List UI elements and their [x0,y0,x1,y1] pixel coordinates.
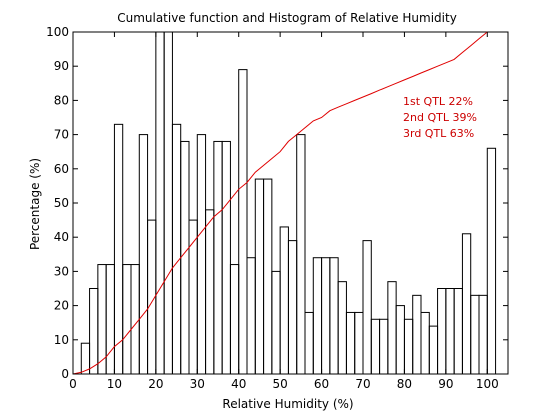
quantile-2-annotation: 2nd QTL 39% [403,111,477,124]
x-tick-label: 100 [476,377,499,391]
histogram-bar [337,281,347,375]
histogram-bar [461,233,472,375]
x-tick-label: 20 [148,377,163,391]
histogram-bar [478,294,488,375]
axis-ticks: 0 10 20 30 40 50 60 70 80 90 100 0 10 20 30 40 50 60 70 80 9… [46,25,508,391]
histogram-bar [362,240,372,375]
histogram-bar [412,294,422,375]
histogram-bar [304,311,314,375]
histogram-bar [122,264,132,375]
y-tick-label: 0 [61,367,69,381]
histogram-bar [138,134,149,375]
y-axis-label: Percentage (%) [28,158,42,250]
y-tick-label: 80 [54,93,69,107]
y-tick-label: 30 [54,264,69,278]
x-tick-label: 40 [231,377,246,391]
histogram-bar [238,69,248,375]
histogram-bar [263,178,273,375]
y-tick-label: 90 [54,59,69,73]
histogram-bar [420,311,430,375]
y-tick-label: 70 [54,128,69,142]
histogram-bar [196,134,207,375]
histogram-bar [486,147,497,375]
histogram-bar [113,123,124,375]
histogram-bar [296,134,306,375]
histogram-bar [271,270,281,375]
histogram-bar [171,123,182,375]
x-tick-label: 10 [107,377,122,391]
histogram-bar [213,140,223,375]
x-tick-label: 30 [190,377,205,391]
x-tick-label: 50 [273,377,288,391]
quantile-1-annotation: 1st QTL 22% [403,95,473,108]
histogram-bar [163,31,173,375]
x-tick-label: 0 [69,377,77,391]
x-tick-label: 80 [397,377,412,391]
histogram-bar [188,219,198,375]
histogram-bar [254,178,265,375]
histogram-bar [89,288,99,375]
histogram-bar [395,305,405,375]
histogram-bar [453,288,463,375]
histogram-bar [321,257,331,375]
histogram-bar [279,226,289,375]
histogram-bar [445,288,455,375]
histogram-bar [387,281,397,375]
y-tick-label: 100 [46,25,69,39]
histogram-bar [470,294,480,375]
x-tick-label: 60 [314,377,329,391]
histogram-bar [155,31,165,375]
histogram-bar [428,325,439,375]
histogram-bar [105,264,115,375]
histogram-bar [345,311,356,375]
histogram-bar [312,257,323,375]
histogram-bar [329,257,339,375]
histogram-bar [205,209,215,375]
y-tick-label: 20 [54,299,69,313]
histogram-bar [180,140,190,375]
histogram-bar [221,140,231,375]
histogram-series [80,31,497,375]
y-tick-label: 50 [54,196,69,210]
x-tick-label: 90 [438,377,453,391]
x-axis-label: Relative Humidity (%) [222,397,353,411]
histogram-bar [130,264,140,375]
y-tick-label: 60 [54,162,69,176]
y-tick-label: 40 [54,230,69,244]
histogram-bar [370,318,381,375]
quantile-3-annotation: 3rd QTL 63% [403,127,474,140]
histogram-bar [354,311,364,375]
histogram-bar [379,318,389,375]
histogram-bar [437,288,447,375]
histogram-bar [287,240,298,375]
cdf-line [72,31,488,375]
plot-area [72,31,509,375]
x-tick-label: 70 [355,377,370,391]
histogram-bar [403,318,414,375]
chart-title: Cumulative function and Histogram of Rel… [117,11,457,25]
histogram-bar [246,257,256,375]
y-tick-label: 10 [54,333,69,347]
histogram-bar [229,264,240,375]
plot-frame [72,31,509,375]
